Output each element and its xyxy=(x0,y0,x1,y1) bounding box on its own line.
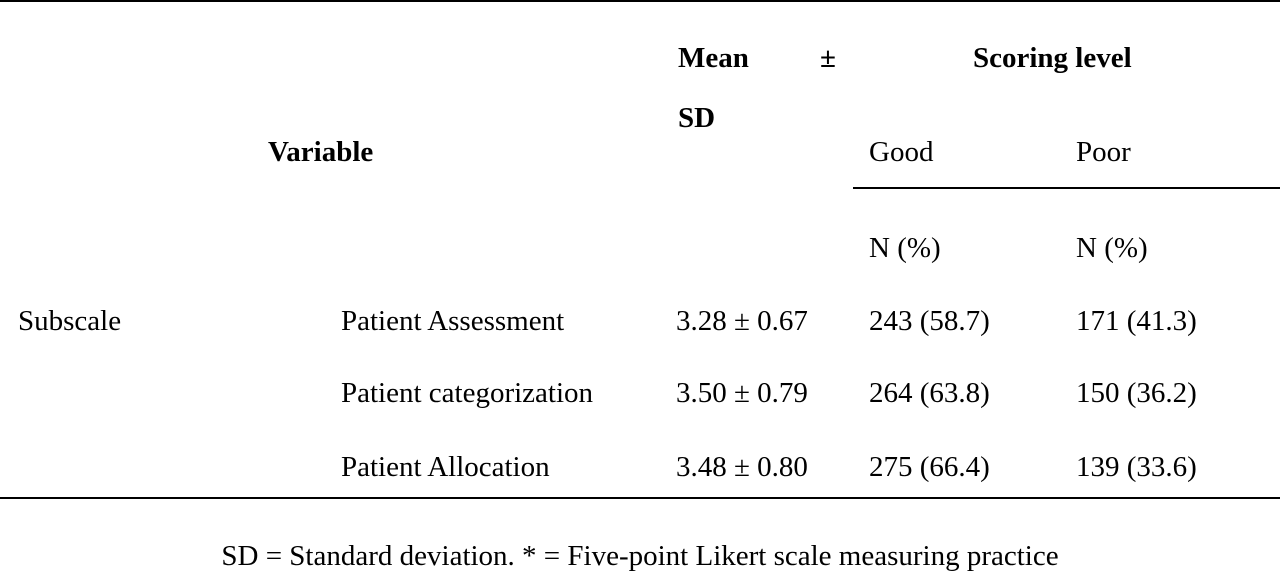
header-mean-pm: ± xyxy=(820,42,836,74)
header-variable: Variable xyxy=(268,136,374,168)
header-good-unit: N (%) xyxy=(869,232,941,264)
row-poor: 171 (41.3) xyxy=(1076,305,1197,337)
header-scoring-level: Scoring level xyxy=(973,42,1132,74)
bottom-rule xyxy=(0,497,1280,499)
group-label: Subscale xyxy=(18,305,122,337)
header-good: Good xyxy=(869,136,934,168)
header-poor: Poor xyxy=(1076,136,1131,168)
row-good: 264 (63.8) xyxy=(869,377,990,409)
row-poor: 150 (36.2) xyxy=(1076,377,1197,409)
header-sd: SD xyxy=(678,102,716,134)
row-mean-sd: 3.28 ± 0.67 xyxy=(676,305,808,337)
header-mean-left: Mean xyxy=(678,42,749,74)
row-label: Patient Allocation xyxy=(341,451,550,483)
row-good: 243 (58.7) xyxy=(869,305,990,337)
scoring-rule xyxy=(853,187,1280,189)
header-poor-unit: N (%) xyxy=(1076,232,1148,264)
row-mean-sd: 3.50 ± 0.79 xyxy=(676,377,808,409)
row-good: 275 (66.4) xyxy=(869,451,990,483)
row-label: Patient Assessment xyxy=(341,305,565,337)
table-footnote: SD = Standard deviation. * = Five-point … xyxy=(221,540,1059,572)
row-poor: 139 (33.6) xyxy=(1076,451,1197,483)
row-label: Patient categorization xyxy=(341,377,594,409)
row-mean-sd: 3.48 ± 0.80 xyxy=(676,451,808,483)
top-rule xyxy=(0,0,1280,2)
